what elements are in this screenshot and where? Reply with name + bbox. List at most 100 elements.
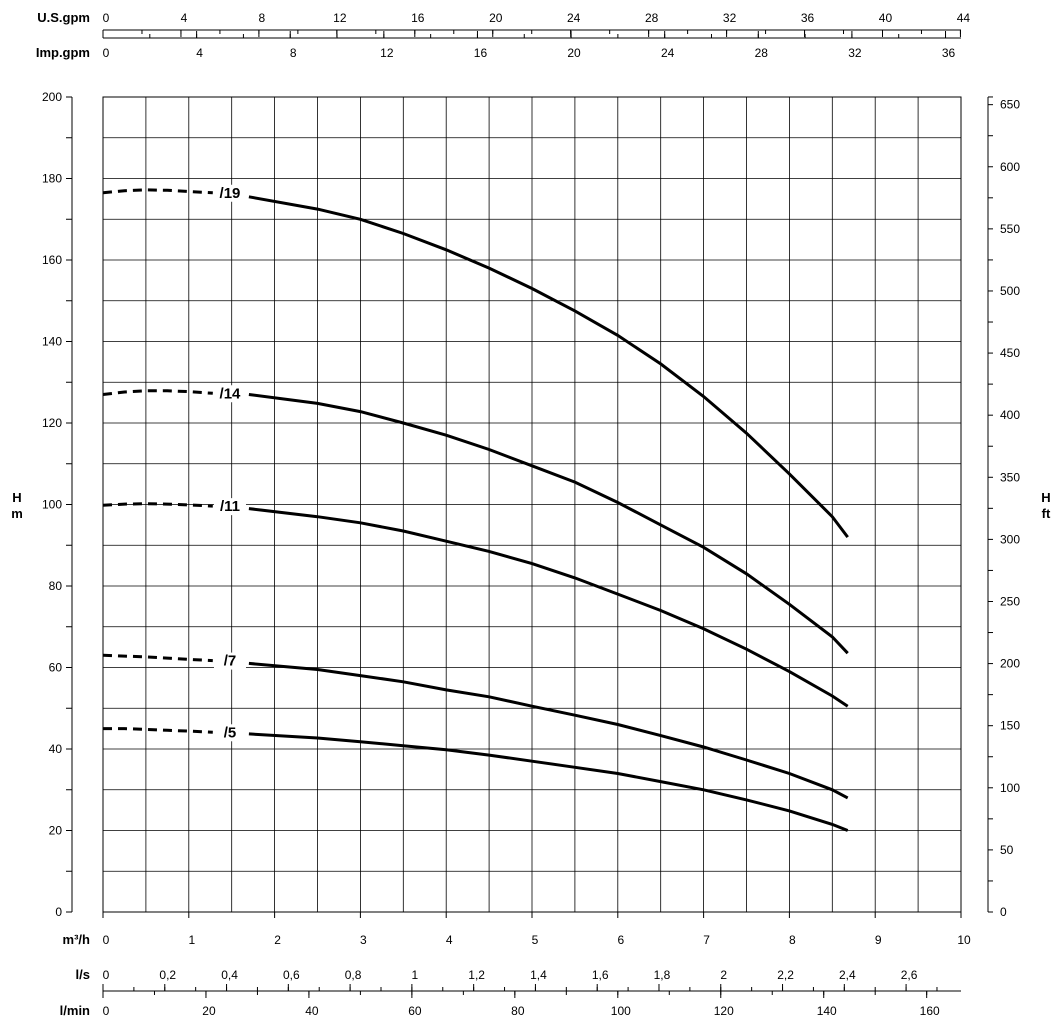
ls-tick-label: 2,4 [839, 968, 856, 982]
curve-14-solid [248, 393, 849, 655]
ls-axis-title: l/s [76, 967, 90, 982]
usgpm-axis-title: U.S.gpm [37, 10, 90, 25]
ls-tick-label: 0,4 [221, 968, 238, 982]
m3h-tick-label: 2 [274, 933, 281, 947]
usgpm-tick-label: 0 [103, 11, 110, 25]
curve-5-solid [248, 732, 849, 832]
m3h-tick-label: 8 [789, 933, 796, 947]
impgpm-tick-label: 8 [290, 46, 297, 60]
right-tick-label: 150 [1000, 719, 1020, 733]
left-tick-label: 180 [42, 172, 62, 186]
m3h-tick-label: 10 [957, 933, 971, 947]
series-label-bg [213, 724, 246, 742]
series-label: /7 [224, 653, 237, 670]
lmin-tick-label: 80 [511, 1004, 525, 1018]
usgpm-tick-label: 4 [181, 11, 188, 25]
ls-tick-label: 1,6 [592, 968, 609, 982]
curve-19-solid [248, 195, 849, 539]
curve-14-dashed [102, 389, 213, 396]
m3h-tick-label: 9 [875, 933, 882, 947]
lmin-tick-label: 120 [714, 1004, 734, 1018]
right-axis-title: H [1041, 490, 1050, 505]
curve-7-solid [248, 661, 849, 800]
lmin-tick-label: 160 [920, 1004, 940, 1018]
ls-tick-label: 1,8 [654, 968, 671, 982]
left-tick-label: 20 [49, 824, 63, 838]
left-tick-label: 40 [49, 742, 63, 756]
head-axis-ft: 0 50 100 150 200 250 300 350 400 450 500 550 600 650 [987, 96, 1020, 919]
ls-tick-label: 0 [103, 968, 110, 982]
ls-tick-label: 2 [720, 968, 727, 982]
left-tick-label: 140 [42, 335, 62, 349]
usgpm-tick-label: 20 [489, 11, 503, 25]
curve-19-dashed [102, 188, 213, 195]
series-label: /5 [224, 724, 237, 741]
right-tick-label: 300 [1000, 532, 1020, 546]
lmin-tick-label: 40 [305, 1004, 319, 1018]
ls-tick-label: 0,6 [283, 968, 300, 982]
ls-tick-label: 1 [412, 968, 419, 982]
usgpm-tick-label: 36 [801, 11, 815, 25]
usgpm-tick-label: 24 [567, 11, 581, 25]
left-tick-label: 0 [55, 905, 62, 919]
usgpm-tick-label: 28 [645, 11, 659, 25]
right-tick-label: 400 [1000, 408, 1020, 422]
ls-tick-label: 2,6 [901, 968, 918, 982]
usgpm-tick-label: 12 [333, 11, 347, 25]
impgpm-tick-label: 4 [196, 46, 203, 60]
right-tick-label: 350 [1000, 470, 1020, 484]
impgpm-tick-label: 36 [942, 46, 956, 60]
right-tick-label: 450 [1000, 346, 1020, 360]
series-label-bg [213, 385, 246, 403]
usgpm-tick-label: 16 [411, 11, 425, 25]
impgpm-tick-label: 12 [380, 46, 394, 60]
ls-tick-label: 2,2 [777, 968, 794, 982]
curve-7-dashed [102, 653, 213, 663]
usgpm-tick-label: 8 [259, 11, 266, 25]
right-tick-label: 600 [1000, 160, 1020, 174]
m3h-tick-label: 5 [532, 933, 539, 947]
m3h-tick-label: 3 [360, 933, 367, 947]
impgpm-tick-label: 24 [661, 46, 675, 60]
series-label-bg [213, 184, 246, 202]
right-tick-label: 50 [1000, 843, 1014, 857]
lmin-tick-label: 60 [408, 1004, 422, 1018]
right-tick-label: 550 [1000, 222, 1020, 236]
m3h-tick-label: 7 [703, 933, 710, 947]
lmin-tick-label: 100 [611, 1004, 631, 1018]
m3h-tick-label: 4 [446, 933, 453, 947]
left-tick-label: 160 [42, 253, 62, 267]
head-axis-m: 0 20 40 60 80 100 120 140 160 180 200 [42, 90, 73, 919]
ls-tick-label: 1,4 [530, 968, 547, 982]
curve-11-dashed [102, 502, 213, 508]
right-tick-label: 250 [1000, 594, 1020, 608]
left-axis-title: H [12, 490, 21, 505]
bottom-flow-axes: 0 1 2 3 4 5 6 7 8 9 10 m³/h 0 0,2 0,4 0,6 0,8 1 1,2 1,4 1,6 1… [60, 912, 971, 1018]
left-tick-label: 120 [42, 416, 62, 430]
right-tick-label: 650 [1000, 98, 1020, 112]
m3h-tick-label: 0 [103, 933, 110, 947]
usgpm-tick-label: 40 [879, 11, 893, 25]
m3h-tick-label: 6 [617, 933, 624, 947]
series-label: /14 [220, 385, 242, 402]
ls-tick-label: 1,2 [468, 968, 485, 982]
series-label-bg [213, 498, 246, 516]
curve-11-solid [248, 507, 849, 708]
m3h-tick-label: 1 [188, 933, 195, 947]
series-label: /11 [220, 498, 240, 515]
ls-tick-label: 0,2 [159, 968, 176, 982]
left-tick-label: 80 [49, 579, 63, 593]
usgpm-tick-label: 32 [723, 11, 737, 25]
series-label-bg [213, 652, 246, 670]
impgpm-tick-label: 16 [474, 46, 488, 60]
left-tick-label: 200 [42, 90, 62, 104]
impgpm-tick-label: 28 [755, 46, 769, 60]
plot-area: /19/14/11/7/5 [102, 96, 962, 913]
lmin-tick-label: 140 [817, 1004, 837, 1018]
impgpm-tick-label: 0 [103, 46, 110, 60]
left-tick-label: 100 [42, 498, 62, 512]
lmin-tick-label: 0 [103, 1004, 110, 1018]
right-tick-label: 200 [1000, 657, 1020, 671]
impgpm-tick-label: 20 [567, 46, 581, 60]
